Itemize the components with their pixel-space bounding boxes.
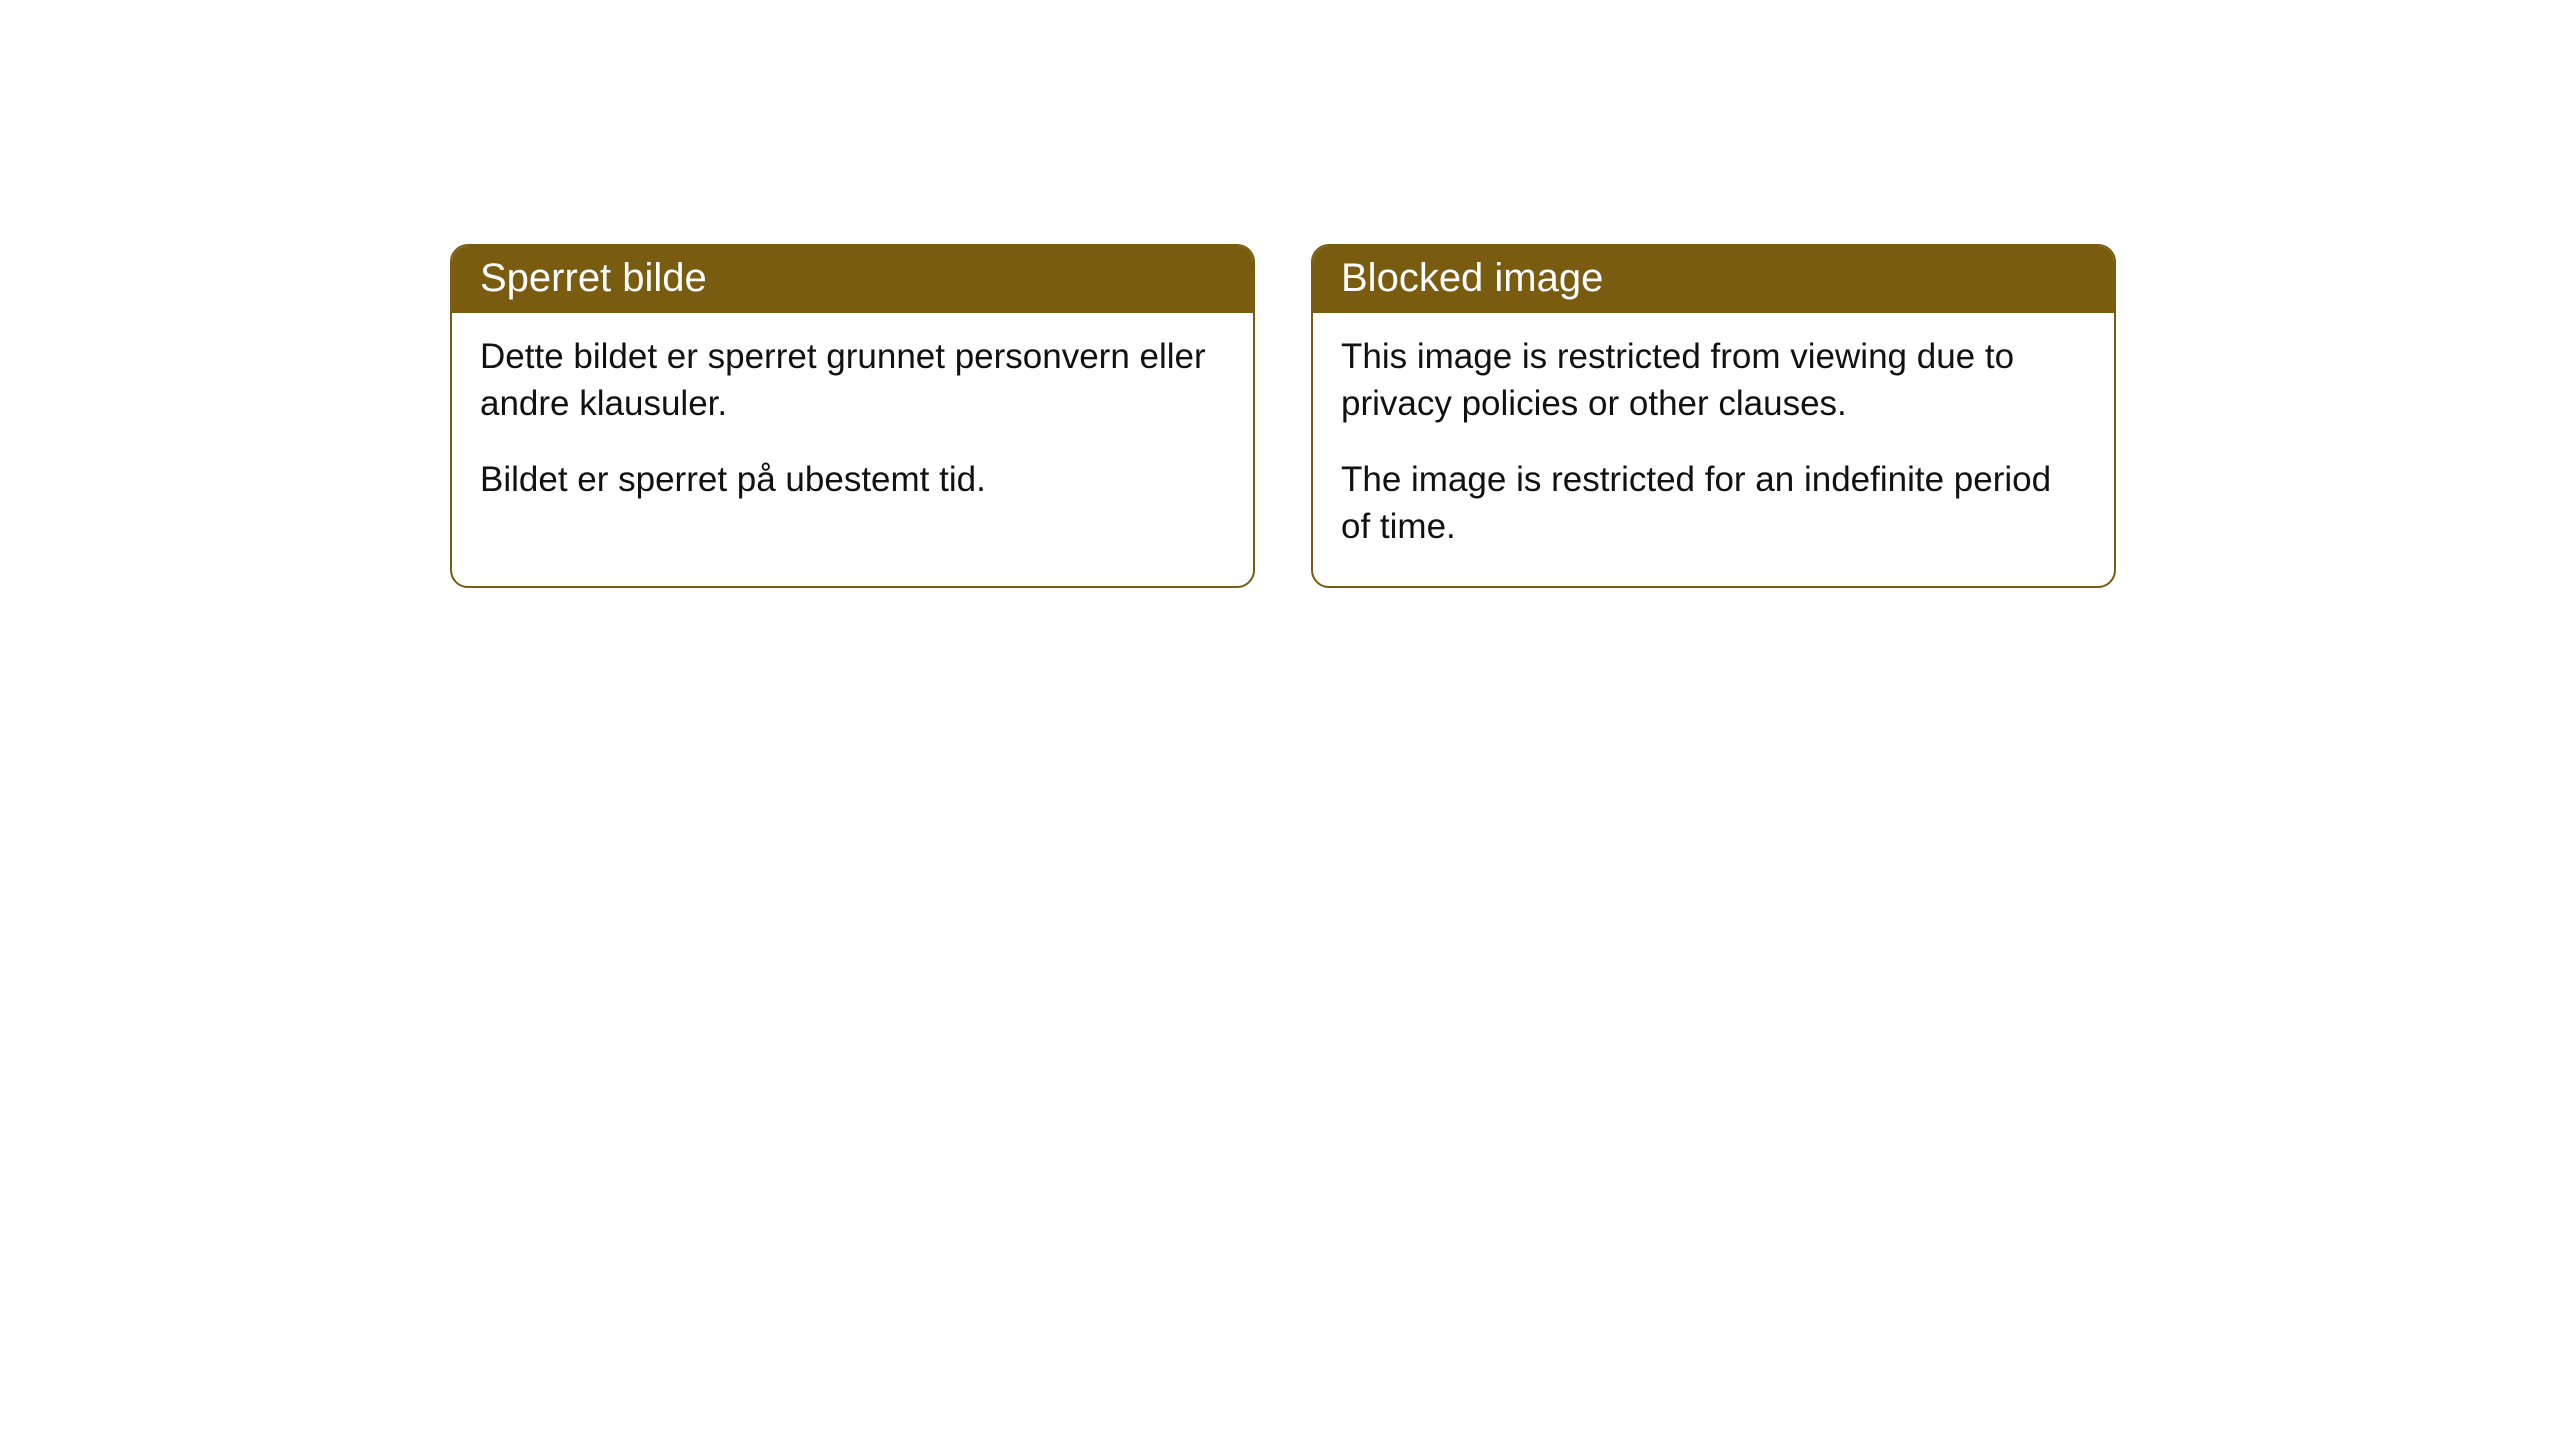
- notice-paragraph-1-english: This image is restricted from viewing du…: [1341, 333, 2086, 428]
- notice-header-english: Blocked image: [1313, 246, 2114, 313]
- notice-title-english: Blocked image: [1341, 256, 1603, 300]
- notice-paragraph-1-norwegian: Dette bildet er sperret grunnet personve…: [480, 333, 1225, 428]
- notice-body-english: This image is restricted from viewing du…: [1313, 313, 2114, 586]
- notice-card-english: Blocked image This image is restricted f…: [1311, 244, 2116, 588]
- notice-card-norwegian: Sperret bilde Dette bildet er sperret gr…: [450, 244, 1255, 588]
- notice-paragraph-2-english: The image is restricted for an indefinit…: [1341, 456, 2086, 551]
- notice-body-norwegian: Dette bildet er sperret grunnet personve…: [452, 313, 1253, 539]
- notice-paragraph-2-norwegian: Bildet er sperret på ubestemt tid.: [480, 456, 1225, 503]
- notice-title-norwegian: Sperret bilde: [480, 256, 707, 300]
- notice-cards-container: Sperret bilde Dette bildet er sperret gr…: [450, 244, 2116, 588]
- notice-header-norwegian: Sperret bilde: [452, 246, 1253, 313]
